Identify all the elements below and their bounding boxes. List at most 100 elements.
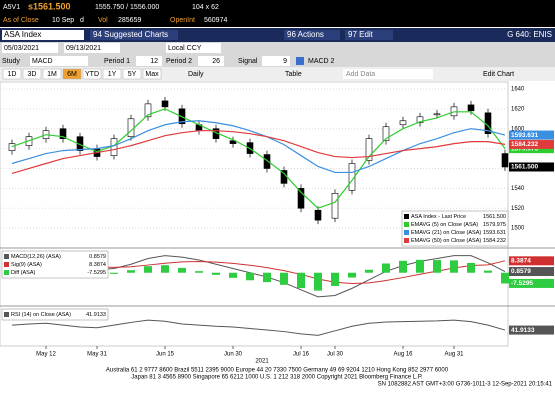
range[interactable]: 5Y [128,71,137,78]
ccy-box[interactable] [166,43,221,53]
y-tick-label: 1640 [511,87,525,93]
bidask: 1555.750 / 1556.000 [95,4,159,11]
value-tag [509,278,554,288]
candle-body [144,103,152,118]
diff-bar [314,272,322,291]
add-box[interactable] [343,69,433,79]
diff-bar [280,272,288,285]
legend-name: EMAVG (21) on Close (ASA) [411,230,481,236]
diff-bar [144,266,152,273]
range-btn[interactable] [2,68,22,80]
table[interactable]: Table [285,71,302,78]
start[interactable]: 05/03/2021 [4,45,39,52]
checkbox[interactable] [296,57,304,65]
legend-value: 1584.232 [483,238,506,244]
legend-name: ASA Index - Last Price [411,214,466,220]
range[interactable]: 1D [8,71,17,78]
value-tag-label: 0.8579 [511,268,531,275]
size: 104 x 62 [192,4,219,11]
sig[interactable]: 9 [283,58,287,65]
value-tag [509,256,554,266]
range[interactable]: 1M [47,71,57,78]
candle-body [399,120,407,126]
legend-name: EMAVG (5) on Close (ASA) [411,222,478,228]
legend-swatch [4,312,9,317]
y-tick-label: 1540 [511,186,525,192]
diff-bar [348,272,356,278]
x-tick-label: May 12 [36,352,56,358]
actions[interactable]: 96 Actions [287,30,324,39]
range[interactable]: YTD [85,71,99,78]
p2-label: Period 2 [166,58,192,65]
end[interactable]: 09/13/2021 [66,45,101,52]
date-box[interactable] [2,43,58,53]
diff-bar [297,272,305,289]
add[interactable]: Add Data [346,71,375,78]
range-btn[interactable] [62,68,82,80]
diff-bar [178,267,186,273]
oi-label: OpenInt [170,17,195,24]
legend-value: -7.5295 [87,270,106,276]
input[interactable] [262,56,290,66]
diff-bar [467,262,475,273]
range-btn[interactable] [122,68,142,80]
x-tick-label: Jul 16 [293,352,310,358]
suggested[interactable]: 94 Suggested Charts [93,30,168,39]
p2[interactable]: 26 [212,58,220,65]
candle-body [127,118,135,137]
study[interactable]: MACD [32,58,53,65]
candle-body [229,140,237,144]
value-tag [509,162,554,172]
btn[interactable] [345,30,393,40]
date-box[interactable] [64,43,120,53]
input[interactable] [198,56,224,66]
ccy[interactable]: Local CCY [168,45,202,52]
legend-swatch [4,254,9,259]
sig-label: Signal [238,58,258,65]
edit[interactable]: 97 Edit [348,30,374,39]
security[interactable]: ASA Index [4,30,41,39]
diff-bar [263,272,271,283]
range[interactable]: 1Y [108,71,117,78]
range-btn[interactable] [102,68,122,80]
range[interactable]: Max [145,71,159,78]
legend-value: 1593.631 [483,230,506,236]
y-tick-label: 1600 [511,126,525,132]
range-btn[interactable] [42,68,62,80]
y-tick-label: 1500 [511,226,525,232]
range-btn[interactable] [22,68,42,80]
p1[interactable]: 12 [150,58,158,65]
range-btn[interactable] [142,68,162,80]
input[interactable] [136,56,162,66]
value-tag [509,267,554,277]
footer: SN 1082882 AST GMT+3:00 G736-1011-3 12-S… [378,382,553,388]
study2[interactable]: MACD 2 [308,58,335,65]
freq[interactable]: Daily [188,71,204,78]
legend-value: 41.9133 [86,312,106,318]
legend [1,308,109,321]
candle-body [433,113,441,116]
legend-value: 1579.975 [483,222,506,228]
x-tick-label: Aug 16 [393,352,413,358]
diff-bar [433,260,441,273]
legend-swatch [4,262,9,267]
btn[interactable] [90,30,178,40]
legend-swatch [404,238,409,243]
value-tag-label: 1593.631 [511,132,538,139]
security-box[interactable] [2,30,84,40]
candle-body [59,128,67,139]
edit-chart[interactable]: Edit Chart [483,71,514,78]
btn[interactable] [284,30,340,40]
range[interactable]: 3D [28,71,37,78]
study-box[interactable] [30,56,88,66]
candle-body [314,209,322,221]
footer: Australia 61 2 9777 8600 Brazil 5511 239… [106,368,449,374]
range-btn[interactable] [82,68,102,80]
range[interactable]: 6M [67,71,77,78]
y-tick-label: 1520 [511,206,525,212]
date: 10 Sep [52,17,74,24]
candle-body [161,100,169,108]
x-tick-label: Jun 30 [224,352,243,358]
ema-line [11,108,506,209]
legend-swatch [404,222,409,227]
